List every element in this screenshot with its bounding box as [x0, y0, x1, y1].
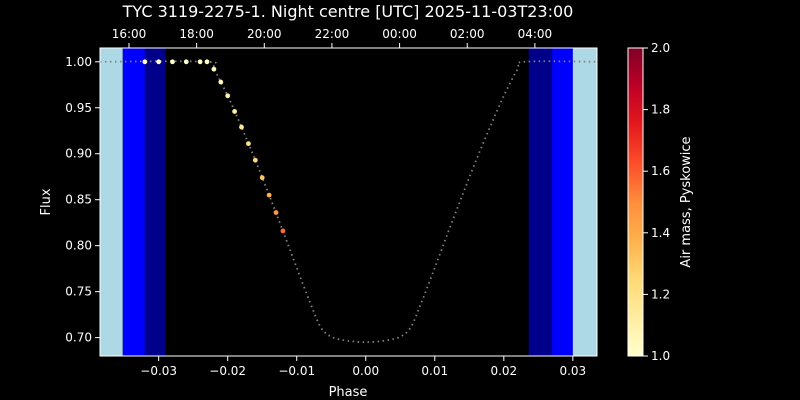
observation-point [273, 210, 279, 215]
top-tick-label: 20:00 [247, 27, 282, 41]
x-axis: −0.03 −0.02 −0.01 0.00 0.01 0.02 0.03 [140, 356, 586, 378]
observation-point [239, 124, 244, 130]
colorbar-tick-label: 2.0 [651, 41, 670, 55]
twilight-band [122, 48, 145, 356]
colorbar-scale [627, 47, 644, 357]
colorbar-ticks: 1.0 1.2 1.4 1.6 1.8 2.0 [643, 41, 670, 363]
y-tick-label: 0.70 [65, 331, 92, 345]
colorbar-tick-label: 1.4 [651, 226, 670, 240]
twilight-bands [100, 48, 597, 356]
observation-point [142, 59, 148, 65]
observation-point [204, 59, 210, 65]
observation-point [246, 141, 251, 147]
y-tick-label: 0.95 [65, 101, 92, 115]
colorbar-tick-label: 1.0 [651, 349, 670, 363]
y-tick-label: 0.90 [65, 147, 92, 161]
colorbar-label: Air mass, Pyskowice [679, 136, 694, 267]
twilight-band [552, 48, 573, 356]
y-axis: 0.70 0.75 0.80 0.85 0.90 0.95 1.00 [65, 55, 100, 345]
observation-point [218, 79, 224, 85]
top-tick-label: 22:00 [315, 27, 350, 41]
top-tick-label: 00:00 [382, 27, 417, 41]
twilight-band [528, 48, 553, 356]
observation-point [183, 59, 189, 65]
y-tick-label: 1.00 [65, 55, 92, 69]
x-tick-label: 0.00 [352, 364, 379, 378]
x-tick-label: −0.01 [278, 364, 315, 378]
colorbar: 1.0 1.2 1.4 1.6 1.8 2.0 Air mass, Pyskowice [627, 41, 694, 363]
top-tick-label: 02:00 [450, 27, 485, 41]
observation-point [266, 192, 272, 198]
observation-point [197, 59, 203, 65]
observation-point [259, 175, 265, 181]
observation-point [252, 157, 258, 163]
x-tick-label: −0.03 [140, 364, 177, 378]
twilight-band [100, 48, 123, 356]
observation-point [156, 59, 162, 65]
x-axis-label: Phase [329, 385, 368, 400]
plot-area [99, 47, 598, 357]
top-tick-label: 16:00 [112, 27, 147, 41]
observation-point [211, 66, 217, 72]
plot-frame [99, 47, 598, 357]
x-tick-label: 0.02 [490, 364, 517, 378]
y-tick-label: 0.80 [65, 239, 92, 253]
colorbar-tick-label: 1.2 [651, 287, 670, 301]
twilight-band [144, 48, 166, 356]
top-time-axis: 16:00 18:00 20:00 22:00 00:00 02:00 04:00 [112, 27, 552, 48]
observation-point [225, 93, 231, 99]
x-tick-label: −0.02 [209, 364, 246, 378]
y-axis-label: Flux [39, 188, 54, 215]
top-tick-label: 18:00 [179, 27, 214, 41]
observation-point [170, 59, 175, 65]
observation-point [280, 228, 286, 234]
y-tick-label: 0.75 [65, 285, 92, 299]
twilight-band [572, 48, 597, 356]
y-tick-label: 0.85 [65, 193, 92, 207]
chart-title: TYC 3119-2275-1. Night centre [UTC] 2025… [122, 2, 574, 21]
plot-background [100, 48, 597, 356]
observation-point [232, 109, 238, 114]
colorbar-tick-label: 1.8 [651, 103, 670, 117]
x-tick-label: 0.03 [559, 364, 586, 378]
x-tick-label: 0.01 [421, 364, 448, 378]
colorbar-tick-label: 1.6 [651, 164, 670, 178]
top-tick-label: 04:00 [518, 27, 553, 41]
observable-points [142, 59, 286, 234]
